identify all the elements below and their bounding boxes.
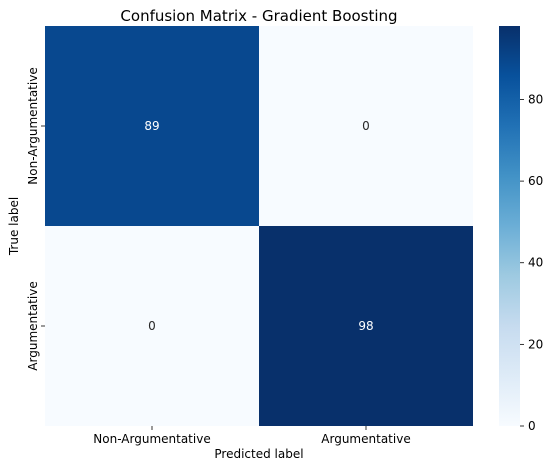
colorbar-ticks: 0 20 40 60 80 bbox=[520, 92, 543, 433]
colorbar bbox=[499, 26, 520, 426]
cell-value-labels: 89 0 0 98 bbox=[144, 119, 373, 333]
cell-value-label-r0-c1: 0 bbox=[362, 119, 370, 133]
colorbar-tick-label: 60 bbox=[528, 174, 543, 188]
colorbar-tick-label: 40 bbox=[528, 256, 543, 270]
y-tick-labels: Non-Argumentative Argumentative bbox=[26, 67, 45, 371]
heatmap-cells bbox=[45, 26, 473, 426]
cell-value-label-r1-c1: 98 bbox=[358, 319, 373, 333]
y-axis-label: True label bbox=[7, 197, 21, 256]
x-axis-label: Predicted label bbox=[214, 447, 303, 461]
heatmap-cell-r1-c0 bbox=[45, 226, 259, 426]
heatmap-cell-r1-c1 bbox=[259, 226, 473, 426]
y-tick-label: Argumentative bbox=[26, 281, 40, 370]
x-tick-labels: Non-Argumentative Argumentative bbox=[93, 426, 411, 446]
colorbar-tick-label: 20 bbox=[528, 337, 543, 351]
x-tick-label: Argumentative bbox=[321, 432, 410, 446]
cell-value-label-r1-c0: 0 bbox=[148, 319, 156, 333]
heatmap-cell-r0-c1 bbox=[259, 26, 473, 226]
cell-value-label-r0-c0: 89 bbox=[144, 119, 159, 133]
x-tick-label: Non-Argumentative bbox=[93, 432, 210, 446]
heatmap-cell-r0-c0 bbox=[45, 26, 259, 226]
colorbar-tick-label: 0 bbox=[528, 419, 536, 433]
y-tick-label: Non-Argumentative bbox=[26, 67, 40, 184]
chart-title: Confusion Matrix - Gradient Boosting bbox=[120, 7, 397, 25]
colorbar-tick-label: 80 bbox=[528, 92, 543, 106]
